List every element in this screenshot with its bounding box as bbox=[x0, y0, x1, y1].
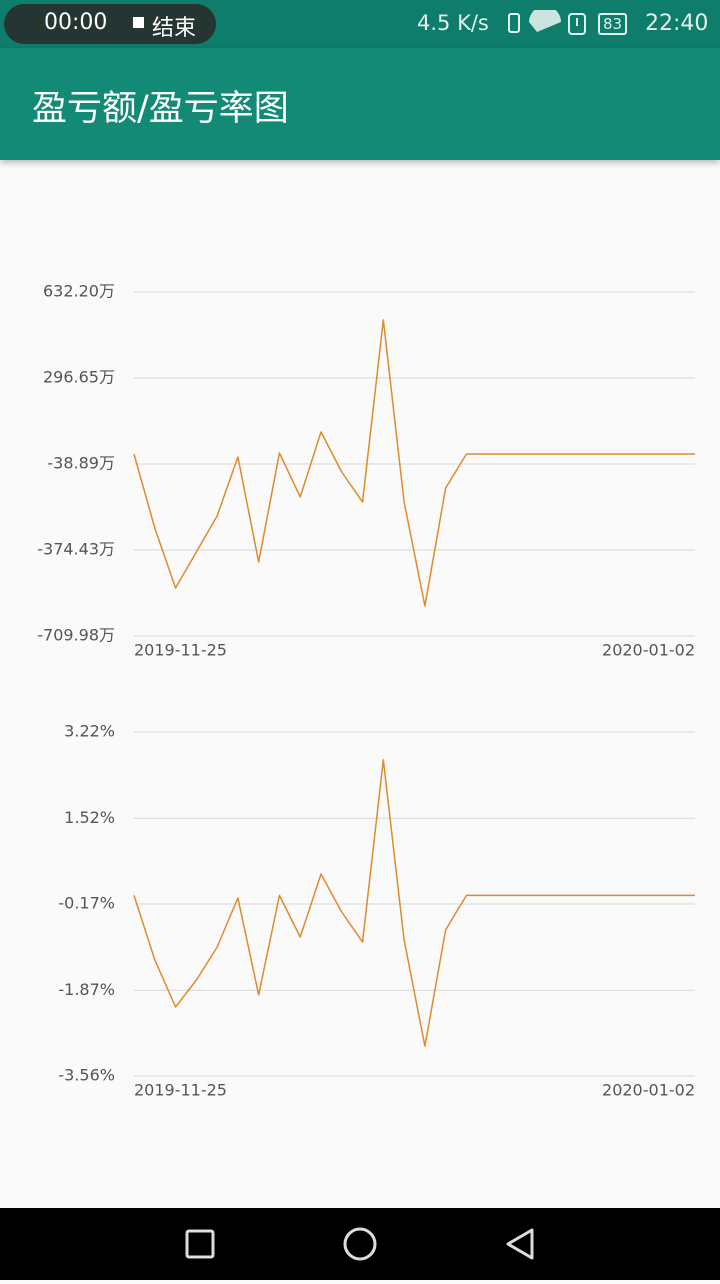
data-line bbox=[133, 319, 695, 607]
y-tick-label: -0.17% bbox=[58, 894, 115, 913]
page-title: 盈亏额/盈亏率图 bbox=[32, 89, 289, 129]
y-tick-label: 296.65万 bbox=[43, 368, 115, 387]
stop-icon bbox=[133, 17, 144, 28]
x-tick-label: 2020-01-02 bbox=[602, 1081, 695, 1100]
back-button[interactable] bbox=[506, 1228, 534, 1260]
x-tick-label: 2019-11-25 bbox=[134, 641, 227, 660]
y-tick-label: -1.87% bbox=[58, 980, 115, 999]
y-tick-label: -38.89万 bbox=[47, 454, 115, 473]
data-line bbox=[133, 759, 695, 1047]
record-pill[interactable] bbox=[4, 4, 216, 44]
status-icons bbox=[508, 10, 586, 35]
y-tick-label: -374.43万 bbox=[37, 539, 115, 558]
app-bar: 盈亏额/盈亏率图 bbox=[0, 48, 720, 160]
y-tick-label: -3.56% bbox=[58, 1066, 115, 1085]
record-time: 00:00 bbox=[44, 10, 108, 35]
y-tick-label: 3.22% bbox=[64, 722, 115, 741]
status-bar: 00:00 结束 4.5 K/s 83 22:40 bbox=[0, 0, 720, 48]
x-tick-label: 2020-01-02 bbox=[602, 641, 695, 660]
nav-buttons bbox=[185, 1227, 534, 1261]
recents-button[interactable] bbox=[185, 1229, 215, 1259]
y-tick-label: 632.20万 bbox=[43, 282, 115, 301]
y-tick-label: -709.98万 bbox=[37, 626, 115, 645]
charts: -709.98万 -374.43万 -38.89万 296.65万 632.20万 201… bbox=[37, 282, 695, 1100]
y-tick-label: 1.52% bbox=[64, 808, 115, 827]
battery: 83 bbox=[598, 13, 628, 35]
nav-bar bbox=[0, 1208, 720, 1280]
clock: 22:40 bbox=[645, 11, 709, 36]
end-button[interactable]: 结束 bbox=[152, 16, 197, 41]
home-button[interactable] bbox=[343, 1227, 377, 1261]
network-speed: 4.5 K/s bbox=[417, 11, 489, 35]
x-tick-label: 2019-11-25 bbox=[134, 1081, 227, 1100]
